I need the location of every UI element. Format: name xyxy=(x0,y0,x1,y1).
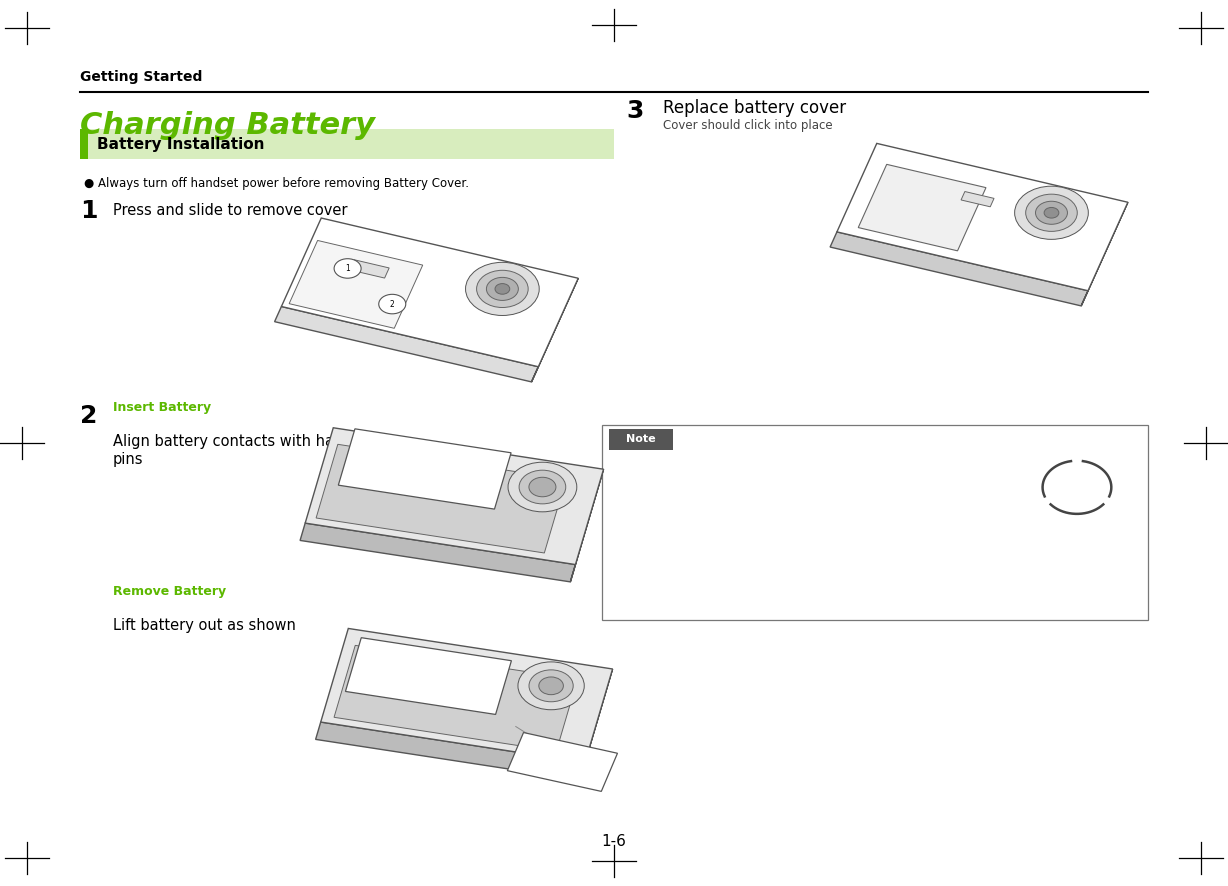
Text: Lift battery out as shown: Lift battery out as shown xyxy=(113,618,296,633)
Text: ✤ ✤: ✤ ✤ xyxy=(855,240,868,245)
Polygon shape xyxy=(316,444,566,553)
Text: Battery Installation: Battery Installation xyxy=(97,137,264,152)
Text: the symbol shown to the right.: the symbol shown to the right. xyxy=(614,507,792,517)
Polygon shape xyxy=(1081,202,1127,306)
Polygon shape xyxy=(281,218,578,367)
Text: Replace battery cover: Replace battery cover xyxy=(663,99,846,117)
Text: 2: 2 xyxy=(389,299,394,308)
Polygon shape xyxy=(300,523,576,582)
Text: 1: 1 xyxy=(80,198,97,223)
Bar xyxy=(80,129,614,159)
Text: ● Always turn off handset power before removing Battery Cover.: ● Always turn off handset power before r… xyxy=(84,177,469,190)
Text: Cover should click into place: Cover should click into place xyxy=(663,120,833,132)
Text: - Disassemble battery: - Disassemble battery xyxy=(614,581,743,591)
Circle shape xyxy=(334,259,361,278)
Circle shape xyxy=(539,677,564,695)
Polygon shape xyxy=(580,669,613,780)
Circle shape xyxy=(465,262,539,315)
Circle shape xyxy=(1035,201,1067,224)
Circle shape xyxy=(1044,207,1059,218)
Circle shape xyxy=(519,470,566,504)
Polygon shape xyxy=(345,638,511,714)
Bar xyxy=(80,129,88,159)
Text: 1-6: 1-6 xyxy=(602,835,626,849)
Bar xyxy=(609,429,673,450)
Circle shape xyxy=(1025,194,1077,231)
Polygon shape xyxy=(532,278,578,382)
Text: - Short-circuit battery: - Short-circuit battery xyxy=(614,556,742,566)
Polygon shape xyxy=(289,240,422,329)
Circle shape xyxy=(508,462,577,512)
Polygon shape xyxy=(837,144,1127,291)
Text: Li-ion  00: Li-ion 00 xyxy=(1047,527,1106,540)
Polygon shape xyxy=(350,260,389,278)
Polygon shape xyxy=(321,628,613,763)
Polygon shape xyxy=(962,191,993,206)
Text: 1: 1 xyxy=(345,264,350,273)
Polygon shape xyxy=(339,429,511,509)
Circle shape xyxy=(378,294,405,314)
Text: Charging Battery: Charging Battery xyxy=(80,112,375,140)
Circle shape xyxy=(1014,186,1088,239)
Circle shape xyxy=(529,670,573,702)
Text: Remove Battery: Remove Battery xyxy=(113,585,226,598)
Bar xyxy=(602,425,1148,620)
Polygon shape xyxy=(858,165,986,251)
Text: Insert Battery: Insert Battery xyxy=(113,400,211,414)
Circle shape xyxy=(486,277,518,300)
Polygon shape xyxy=(830,232,1088,306)
Polygon shape xyxy=(316,722,585,780)
Polygon shape xyxy=(507,733,618,791)
Polygon shape xyxy=(275,307,538,382)
Text: Align battery contacts with handset
pins: Align battery contacts with handset pins xyxy=(113,434,375,467)
Text: ● Lithium-ion batteries are valuable and recyclable resources.: ● Lithium-ion batteries are valuable and… xyxy=(614,457,963,467)
Text: 2: 2 xyxy=(80,404,97,429)
Circle shape xyxy=(476,270,528,307)
Text: · Recycle used lithium-ion battery at a shop displaying: · Recycle used lithium-ion battery at a … xyxy=(614,482,917,492)
Text: 3: 3 xyxy=(626,98,643,123)
Text: Getting Started: Getting Started xyxy=(80,70,203,84)
Circle shape xyxy=(529,478,556,497)
Text: Note: Note xyxy=(626,434,656,445)
Circle shape xyxy=(495,284,510,294)
Polygon shape xyxy=(570,470,603,582)
Polygon shape xyxy=(306,428,603,564)
Text: Press and slide to remove cover: Press and slide to remove cover xyxy=(113,204,348,218)
Circle shape xyxy=(518,662,585,710)
Polygon shape xyxy=(334,645,577,751)
Text: · To avoid fire or electric shock, do not:: · To avoid fire or electric shock, do no… xyxy=(614,532,830,541)
